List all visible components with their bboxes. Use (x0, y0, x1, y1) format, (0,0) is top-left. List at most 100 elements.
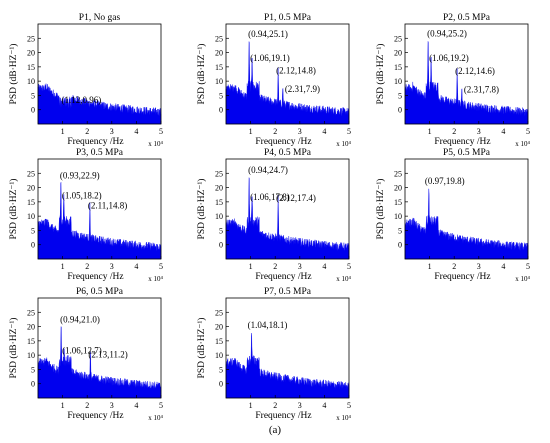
psd-spectrum-area (225, 177, 350, 260)
y-tick-label: 20 (27, 184, 35, 193)
y-tick-label: 15 (215, 337, 223, 346)
y-tick-label: 5 (31, 91, 35, 100)
x-axis-multiplier: x 10⁴ (336, 414, 351, 422)
x-axis-label: Frequency /Hz (434, 137, 490, 147)
y-tick-label: 20 (27, 323, 35, 332)
x-tick-label: 3 (298, 127, 302, 136)
x-tick-label: 2 (85, 401, 89, 410)
panel-title: P6, 0.5 MPa (76, 287, 124, 297)
y-tick-label: 25 (27, 34, 35, 43)
y-axis-label: PSD (dB·HZ⁻¹) (196, 44, 207, 105)
y-tick-label: 5 (31, 226, 35, 235)
x-tick-label: 4 (134, 127, 138, 136)
panel-title: P3, 0.5 MPa (76, 148, 124, 158)
y-tick-label: 0 (31, 106, 35, 115)
x-tick-label: 1 (61, 401, 65, 410)
y-tick-label: 0 (398, 106, 402, 115)
x-axis-multiplier: x 10⁴ (515, 275, 530, 283)
y-tick-label: 25 (394, 34, 402, 43)
y-tick-label: 10 (394, 77, 402, 86)
y-tick-label: 15 (27, 337, 35, 346)
psd-spectrum-area (404, 41, 529, 125)
peak-annotation: (0.94,21.0) (60, 315, 100, 325)
x-tick-label: 5 (159, 262, 163, 271)
y-tick-label: 10 (215, 212, 223, 221)
y-tick-label: 0 (31, 380, 35, 389)
y-tick-label: 25 (27, 169, 35, 178)
x-axis-label: Frequency /Hz (255, 137, 311, 147)
x-tick-label: 2 (85, 127, 89, 136)
x-tick-label: 4 (501, 127, 505, 136)
psd-panel-8: 0 5 10 15 20 25 1 2 3 4 5 P7, 0.5 MPa Frequency /Hz x… (196, 287, 352, 422)
y-axis-label: PSD (dB·HZ⁻¹) (375, 179, 386, 240)
y-tick-label: 5 (219, 226, 223, 235)
x-tick-label: 3 (298, 262, 302, 271)
panel-title: P7, 0.5 MPa (264, 287, 312, 297)
x-tick-label: 1 (428, 127, 432, 136)
peak-annotation: (1.06,17.8) (250, 192, 290, 202)
peak-annotation: (1.06,19.2) (429, 53, 469, 63)
peak-annotation: (1.06,12.7) (62, 345, 102, 355)
y-tick-label: 10 (27, 212, 35, 221)
y-tick-label: 15 (394, 63, 402, 72)
plot-frame (404, 158, 529, 260)
peak-annotation: (2.11,14.8) (88, 200, 127, 210)
peak-annotation: (2.13,11.2) (88, 350, 127, 360)
peak-annotation: (0.93,22.9) (60, 170, 100, 180)
y-tick-label: 25 (215, 169, 223, 178)
psd-spectrum-area (404, 188, 529, 260)
x-axis-multiplier: x 10⁴ (148, 414, 163, 422)
peak-annotation: (2.12,14.8) (276, 65, 316, 75)
x-tick-label: 1 (249, 262, 253, 271)
x-tick-label: 3 (477, 262, 481, 271)
x-tick-label: 1 (61, 262, 65, 271)
x-axis-multiplier: x 10⁴ (148, 140, 163, 148)
peak-annotation: (2.12,14.6) (455, 66, 495, 76)
x-tick-label: 1 (61, 127, 65, 136)
psd-panel-2: 0 5 10 15 20 25 1 2 3 4 5 P1, 0.5 MPa Frequency /Hz x… (196, 13, 352, 148)
y-tick-label: 10 (27, 77, 35, 86)
peak-annotation: (2.31,7.8) (464, 84, 499, 94)
psd-panel-3: 0 5 10 15 20 25 1 2 3 4 5 P2, 0.5 MPa Frequency /Hz x… (375, 13, 531, 148)
y-tick-label: 0 (219, 106, 223, 115)
plot-frame (37, 158, 162, 260)
y-axis-label: PSD (dB·HZ⁻¹) (196, 179, 207, 240)
y-tick-label: 5 (219, 365, 223, 374)
x-axis-multiplier: x 10⁴ (515, 140, 530, 148)
y-tick-label: 5 (398, 91, 402, 100)
x-tick-label: 5 (347, 401, 351, 410)
x-tick-label: 2 (273, 127, 277, 136)
x-tick-label: 4 (134, 401, 138, 410)
y-tick-label: 10 (394, 212, 402, 221)
y-tick-label: 15 (394, 198, 402, 207)
x-tick-label: 5 (159, 401, 163, 410)
x-tick-label: 1 (428, 262, 432, 271)
y-tick-label: 15 (27, 198, 35, 207)
y-tick-label: 0 (219, 380, 223, 389)
y-tick-label: 20 (215, 49, 223, 58)
x-axis-multiplier: x 10⁴ (336, 140, 351, 148)
peak-annotation: (0.94,25.1) (248, 29, 288, 39)
x-tick-label: 4 (134, 262, 138, 271)
x-axis-label: Frequency /Hz (255, 411, 311, 421)
panel-title: P1, No gas (79, 13, 121, 23)
y-tick-label: 20 (394, 49, 402, 58)
y-axis-label: PSD (dB·HZ⁻¹) (375, 44, 386, 105)
panel-title: P1, 0.5 MPa (264, 13, 312, 23)
plot-frame (37, 23, 162, 125)
psd-spectrum-area (225, 333, 350, 399)
y-tick-label: 10 (215, 351, 223, 360)
peak-annotation: (0.97,19.8) (425, 176, 465, 186)
y-tick-label: 10 (215, 77, 223, 86)
psd-spectrum-area (37, 83, 162, 125)
x-tick-label: 5 (159, 127, 163, 136)
panel-title: P4, 0.5 MPa (264, 148, 312, 158)
panel-title: P2, 0.5 MPa (443, 13, 491, 23)
peak-annotation: (1.06,19.1) (250, 53, 290, 63)
psd-panel-1: 0 5 10 15 20 25 1 2 3 4 5 P1, No gas Frequency /Hz x … (8, 13, 164, 148)
peak-annotation: (1.05,18.2) (62, 191, 102, 201)
x-tick-label: 1 (249, 127, 253, 136)
x-axis-label: Frequency /Hz (67, 411, 123, 421)
peak-annotation: (1.04,18.1) (248, 320, 288, 330)
psd-panel-7: 0 5 10 15 20 25 1 2 3 4 5 P6, 0.5 MPa Frequency /Hz x… (8, 287, 164, 422)
